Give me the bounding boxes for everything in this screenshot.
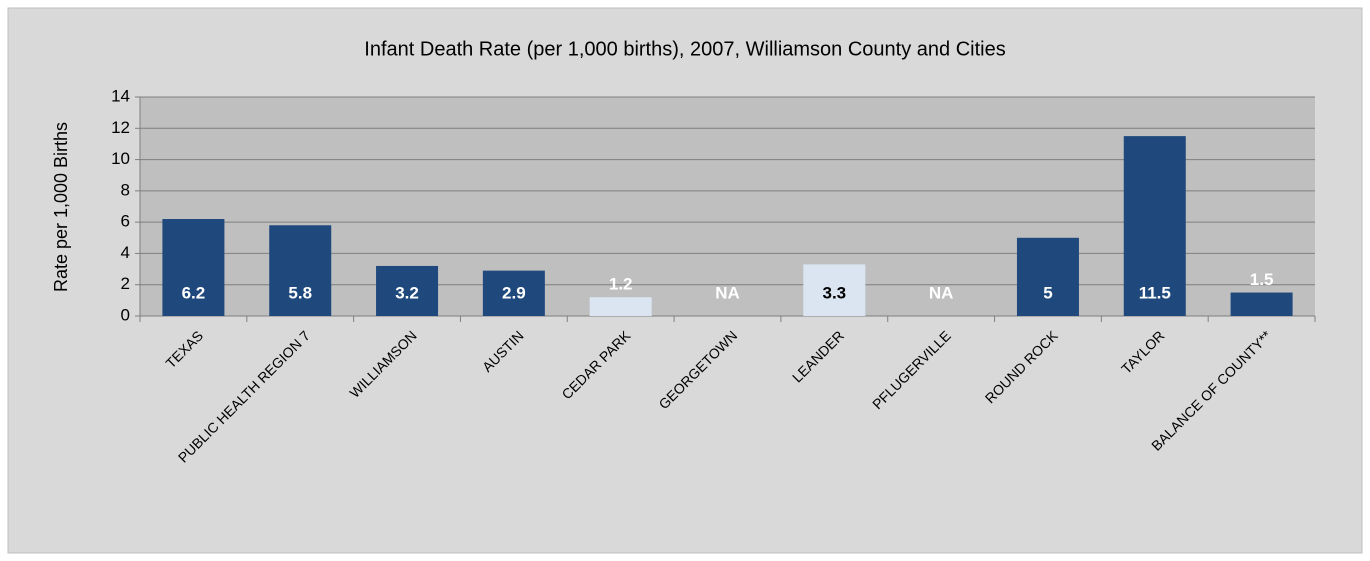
data-label: NA (929, 283, 954, 302)
y-tick-label: 12 (111, 118, 130, 137)
y-tick-label: 8 (121, 180, 130, 199)
data-label: 2.9 (502, 283, 526, 302)
bar (1230, 292, 1293, 316)
y-axis-title: Rate per 1,000 Births (51, 122, 71, 292)
bar (803, 264, 866, 316)
bar (1123, 136, 1186, 316)
chart-title: Infant Death Rate (per 1,000 births), 20… (364, 38, 1005, 60)
y-tick-label: 6 (121, 212, 130, 231)
data-label: 3.2 (395, 283, 419, 302)
bar (376, 265, 439, 316)
plot-area (140, 97, 1315, 316)
data-label: 6.2 (182, 283, 206, 302)
bar (482, 270, 545, 316)
data-label: 1.2 (609, 275, 633, 294)
data-label: 5 (1043, 283, 1052, 302)
y-tick-label: 10 (111, 149, 130, 168)
y-tick-label: 14 (111, 86, 130, 105)
y-tick-label: 4 (121, 243, 130, 262)
bar (1016, 237, 1079, 316)
bar (269, 225, 332, 316)
y-tick-label: 2 (121, 274, 130, 293)
data-label: 3.3 (822, 283, 846, 302)
data-label: 1.5 (1250, 270, 1274, 289)
data-label: 11.5 (1139, 283, 1171, 302)
data-label: NA (715, 283, 740, 302)
data-label: 5.8 (288, 283, 312, 302)
bar (589, 297, 652, 316)
y-tick-label: 0 (121, 305, 130, 324)
bar (162, 219, 225, 316)
